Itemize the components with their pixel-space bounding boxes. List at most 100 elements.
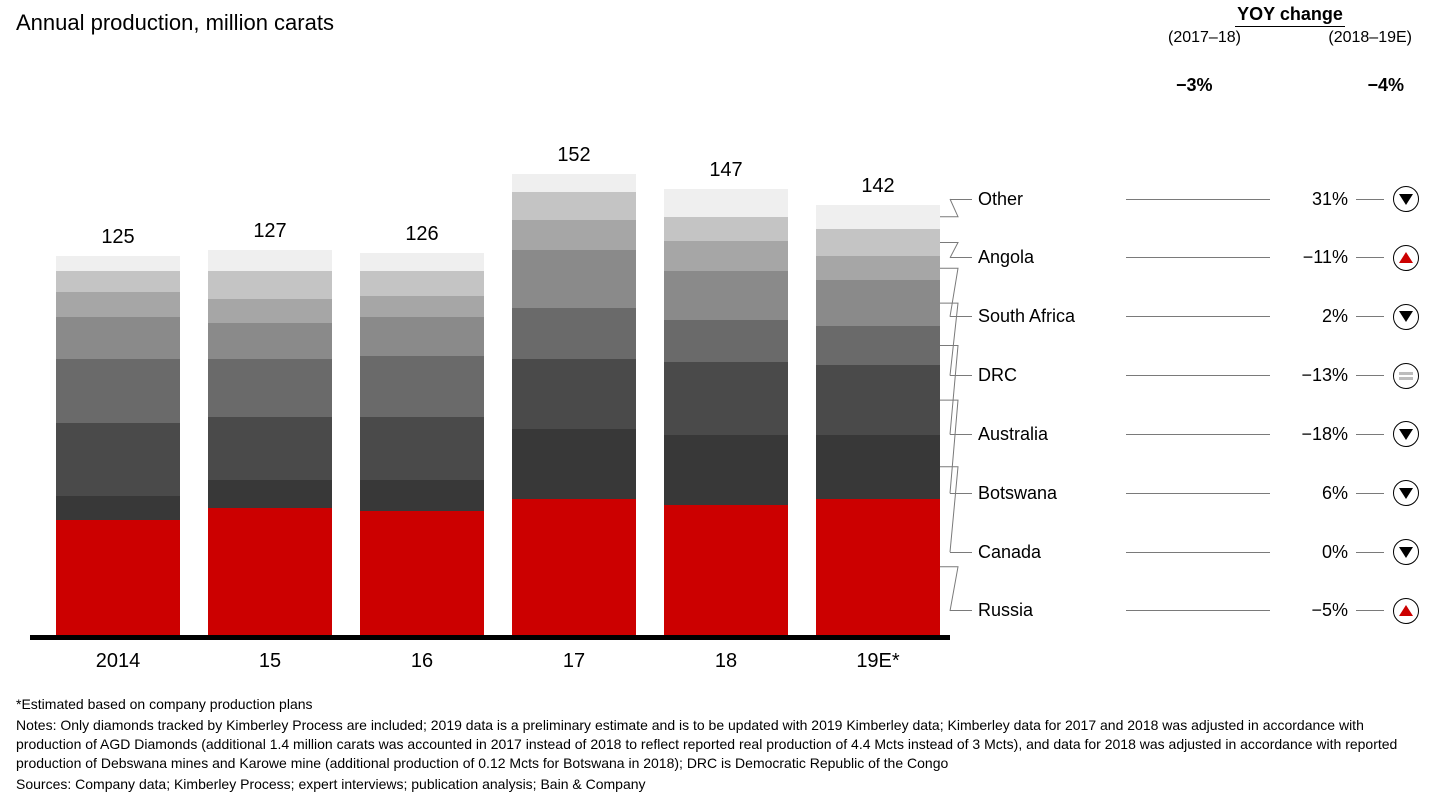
bar-total-label: 125	[56, 226, 180, 249]
segment-angola	[360, 271, 484, 295]
stacked-bar-chart: 125127126152147142	[30, 150, 950, 640]
legend-pct-2017-18: 6%	[1278, 483, 1348, 504]
legend-panel: Other31%Angola−11%South Africa2%DRC−13%A…	[950, 185, 1420, 625]
segment-other	[360, 253, 484, 271]
segment-south-africa	[512, 220, 636, 250]
x-label: 17	[512, 650, 636, 673]
bar-total-label: 142	[816, 175, 940, 198]
equals-icon	[1399, 372, 1413, 380]
segment-drc	[512, 250, 636, 308]
bar-total-label: 127	[208, 220, 332, 243]
footnote-notes: Notes: Only diamonds tracked by Kimberle…	[16, 716, 1424, 773]
segment-canada	[816, 435, 940, 499]
segment-angola	[664, 217, 788, 241]
segment-canada	[664, 435, 788, 505]
bar-total-label: 147	[664, 159, 788, 182]
legend-name: Australia	[978, 424, 1118, 445]
trend-icon	[1392, 185, 1420, 213]
x-label: 2014	[56, 650, 180, 673]
legend-row-drc: DRC −13%	[950, 362, 1420, 390]
segment-australia	[56, 359, 180, 423]
segment-drc	[208, 323, 332, 359]
x-axis-labels: 20141516171819E*	[30, 650, 950, 680]
footnote-sources: Sources: Company data; Kimberley Process…	[16, 775, 1424, 794]
x-axis	[30, 635, 950, 640]
yoy-total-1: −3%	[1176, 75, 1213, 96]
segment-other	[512, 174, 636, 192]
bar-17: 152	[512, 174, 636, 635]
trend-icon	[1392, 597, 1420, 625]
segment-south-africa	[360, 296, 484, 317]
segment-australia	[360, 356, 484, 417]
segment-angola	[816, 229, 940, 256]
legend-row-south-africa: South Africa 2%	[950, 303, 1420, 331]
chart-title: Annual production, million carats	[16, 10, 334, 36]
segment-russia	[664, 505, 788, 635]
bar-total-label: 126	[360, 223, 484, 246]
x-label: 19E*	[816, 650, 940, 673]
trend-icon	[1392, 303, 1420, 331]
segment-south-africa	[56, 292, 180, 316]
segment-botswana	[512, 359, 636, 429]
legend-pct-2017-18: 0%	[1278, 542, 1348, 563]
triangle-up-icon	[1399, 252, 1413, 263]
segment-australia	[664, 320, 788, 362]
segment-other	[208, 250, 332, 271]
bar-19E*: 142	[816, 205, 940, 635]
segment-botswana	[56, 423, 180, 496]
legend-pct-2017-18: 2%	[1278, 306, 1348, 327]
bar-15: 127	[208, 250, 332, 635]
bar-2014: 125	[56, 256, 180, 635]
legend-row-canada: Canada 0%	[950, 538, 1420, 566]
triangle-down-icon	[1399, 488, 1413, 499]
segment-drc	[664, 271, 788, 320]
footnotes: *Estimated based on company production p…	[16, 695, 1424, 795]
segment-australia	[512, 308, 636, 360]
trend-icon	[1392, 538, 1420, 566]
trend-icon	[1392, 420, 1420, 448]
segment-botswana	[816, 365, 940, 435]
segment-russia	[512, 499, 636, 635]
segment-canada	[208, 480, 332, 507]
bar-total-label: 152	[512, 144, 636, 167]
triangle-down-icon	[1399, 194, 1413, 205]
segment-canada	[56, 496, 180, 520]
bar-18: 147	[664, 189, 788, 635]
footnote-estimate: *Estimated based on company production p…	[16, 695, 1424, 714]
segment-other	[816, 205, 940, 229]
segment-russia	[360, 511, 484, 635]
legend-pct-2017-18: −13%	[1278, 365, 1348, 386]
legend-name: DRC	[978, 365, 1118, 386]
segment-canada	[360, 480, 484, 510]
segment-botswana	[208, 417, 332, 481]
yoy-total-2: −4%	[1367, 75, 1404, 96]
legend-pct-2017-18: −5%	[1278, 600, 1348, 621]
legend-pct-2017-18: −18%	[1278, 424, 1348, 445]
triangle-down-icon	[1399, 311, 1413, 322]
x-label: 16	[360, 650, 484, 673]
segment-south-africa	[816, 256, 940, 280]
triangle-up-icon	[1399, 605, 1413, 616]
yoy-period-2: (2018–19E)	[1328, 29, 1412, 47]
segment-australia	[208, 359, 332, 417]
segment-other	[664, 189, 788, 216]
legend-name: Botswana	[978, 483, 1118, 504]
segment-russia	[208, 508, 332, 635]
segment-australia	[816, 326, 940, 365]
legend-name: Canada	[978, 542, 1118, 563]
segment-russia	[816, 499, 940, 635]
legend-row-russia: Russia−5%	[950, 597, 1420, 625]
legend-row-angola: Angola −11%	[950, 244, 1420, 272]
yoy-title: YOY change	[1235, 4, 1345, 27]
segment-angola	[208, 271, 332, 298]
segment-angola	[512, 192, 636, 219]
trend-icon	[1392, 244, 1420, 272]
legend-pct-2017-18: −11%	[1278, 247, 1348, 268]
legend-name: Other	[978, 189, 1118, 210]
segment-drc	[56, 317, 180, 359]
trend-icon	[1392, 362, 1420, 390]
segment-botswana	[664, 362, 788, 435]
segment-south-africa	[208, 299, 332, 323]
legend-name: South Africa	[978, 306, 1118, 327]
legend-name: Angola	[978, 247, 1118, 268]
